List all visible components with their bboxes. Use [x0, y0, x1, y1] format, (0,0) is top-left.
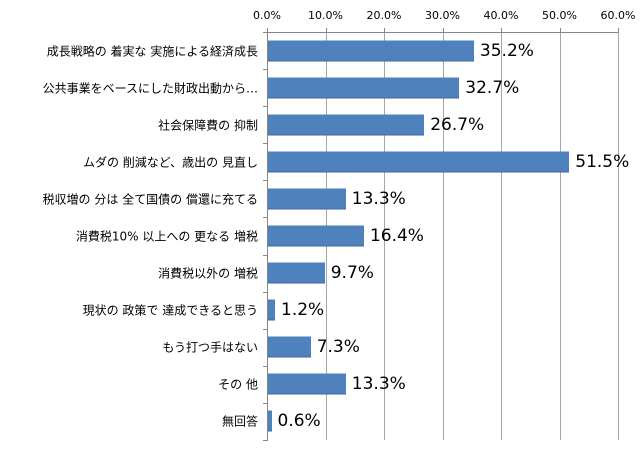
bar: [268, 151, 570, 173]
y-axis-tick: [263, 180, 268, 181]
y-axis-tick: [263, 106, 268, 107]
category-label: もう打つ手はない: [162, 340, 258, 355]
y-axis-tick: [263, 143, 268, 144]
bar: [268, 188, 346, 210]
value-label: 1.2%: [281, 300, 325, 321]
value-label: 26.7%: [430, 114, 485, 135]
x-axis-tick: [384, 28, 385, 33]
category-label: 消費税10% 以上への 更なる 増税: [75, 229, 258, 244]
value-label: 7.3%: [316, 337, 360, 358]
value-label: 16.4%: [369, 226, 424, 246]
category-label: 税収増の 分は 全て国債の 償還に充てる: [42, 192, 258, 207]
y-axis-tick: [263, 403, 268, 404]
x-axis-tick: [326, 28, 327, 33]
bar: [268, 114, 425, 136]
value-label: 0.6%: [277, 411, 321, 432]
x-axis-tick: [560, 28, 561, 33]
y-axis-tick: [263, 69, 268, 70]
x-axis-tick: [618, 28, 619, 33]
y-axis-tick: [263, 32, 268, 33]
gridline: [560, 32, 561, 440]
x-tick-label: 60.0%: [600, 9, 636, 22]
bar: [268, 225, 364, 247]
gridline: [618, 32, 619, 440]
x-tick-label: 30.0%: [425, 9, 460, 22]
y-axis-tick: [263, 292, 268, 293]
value-label: 35.2%: [479, 40, 534, 61]
value-label: 13.3%: [351, 188, 406, 209]
y-axis-tick: [263, 440, 268, 441]
y-axis-tick: [263, 255, 268, 256]
bar: [268, 299, 276, 321]
x-tick-label: 10.0%: [308, 9, 343, 22]
x-axis-line: [267, 32, 618, 33]
x-axis-tick: [443, 28, 444, 33]
category-label: 無回答: [221, 414, 258, 429]
bar: [268, 77, 460, 99]
x-tick-label: 0.0%: [253, 9, 281, 22]
category-label: 公共事業をベースにした財政出動から…: [42, 81, 258, 96]
value-label: 51.5%: [575, 151, 630, 172]
gridline: [384, 32, 385, 440]
x-tick-label: 20.0%: [366, 9, 402, 22]
value-label: 13.3%: [351, 374, 406, 395]
category-label: その 他: [218, 377, 258, 392]
bar: [268, 336, 311, 358]
y-axis-tick: [263, 217, 268, 218]
category-label: 成長戦略の 着実な 実施による経済成長: [46, 44, 258, 59]
bar: [268, 262, 325, 284]
category-label: 消費税以外の 増税: [158, 266, 258, 281]
bar: [268, 410, 272, 432]
y-axis-line: [267, 32, 268, 440]
y-axis-tick: [263, 366, 268, 367]
value-label: 9.7%: [330, 263, 374, 284]
x-axis-tick: [267, 28, 268, 33]
category-label: 現状の 政策で 達成できると思う: [82, 303, 258, 318]
gridline: [443, 32, 444, 440]
bar: [268, 40, 474, 62]
category-label: 社会保障費の 抑制: [158, 118, 258, 133]
value-label: 32.7%: [465, 77, 520, 98]
x-axis-tick: [501, 28, 502, 33]
y-axis-tick: [263, 329, 268, 330]
x-tick-label: 50.0%: [542, 9, 577, 22]
x-tick-label: 40.0%: [483, 9, 519, 22]
category-label: ムダの 削減など、歳出の 見直し: [82, 155, 258, 170]
bar: [268, 373, 346, 395]
gridline: [501, 32, 502, 440]
